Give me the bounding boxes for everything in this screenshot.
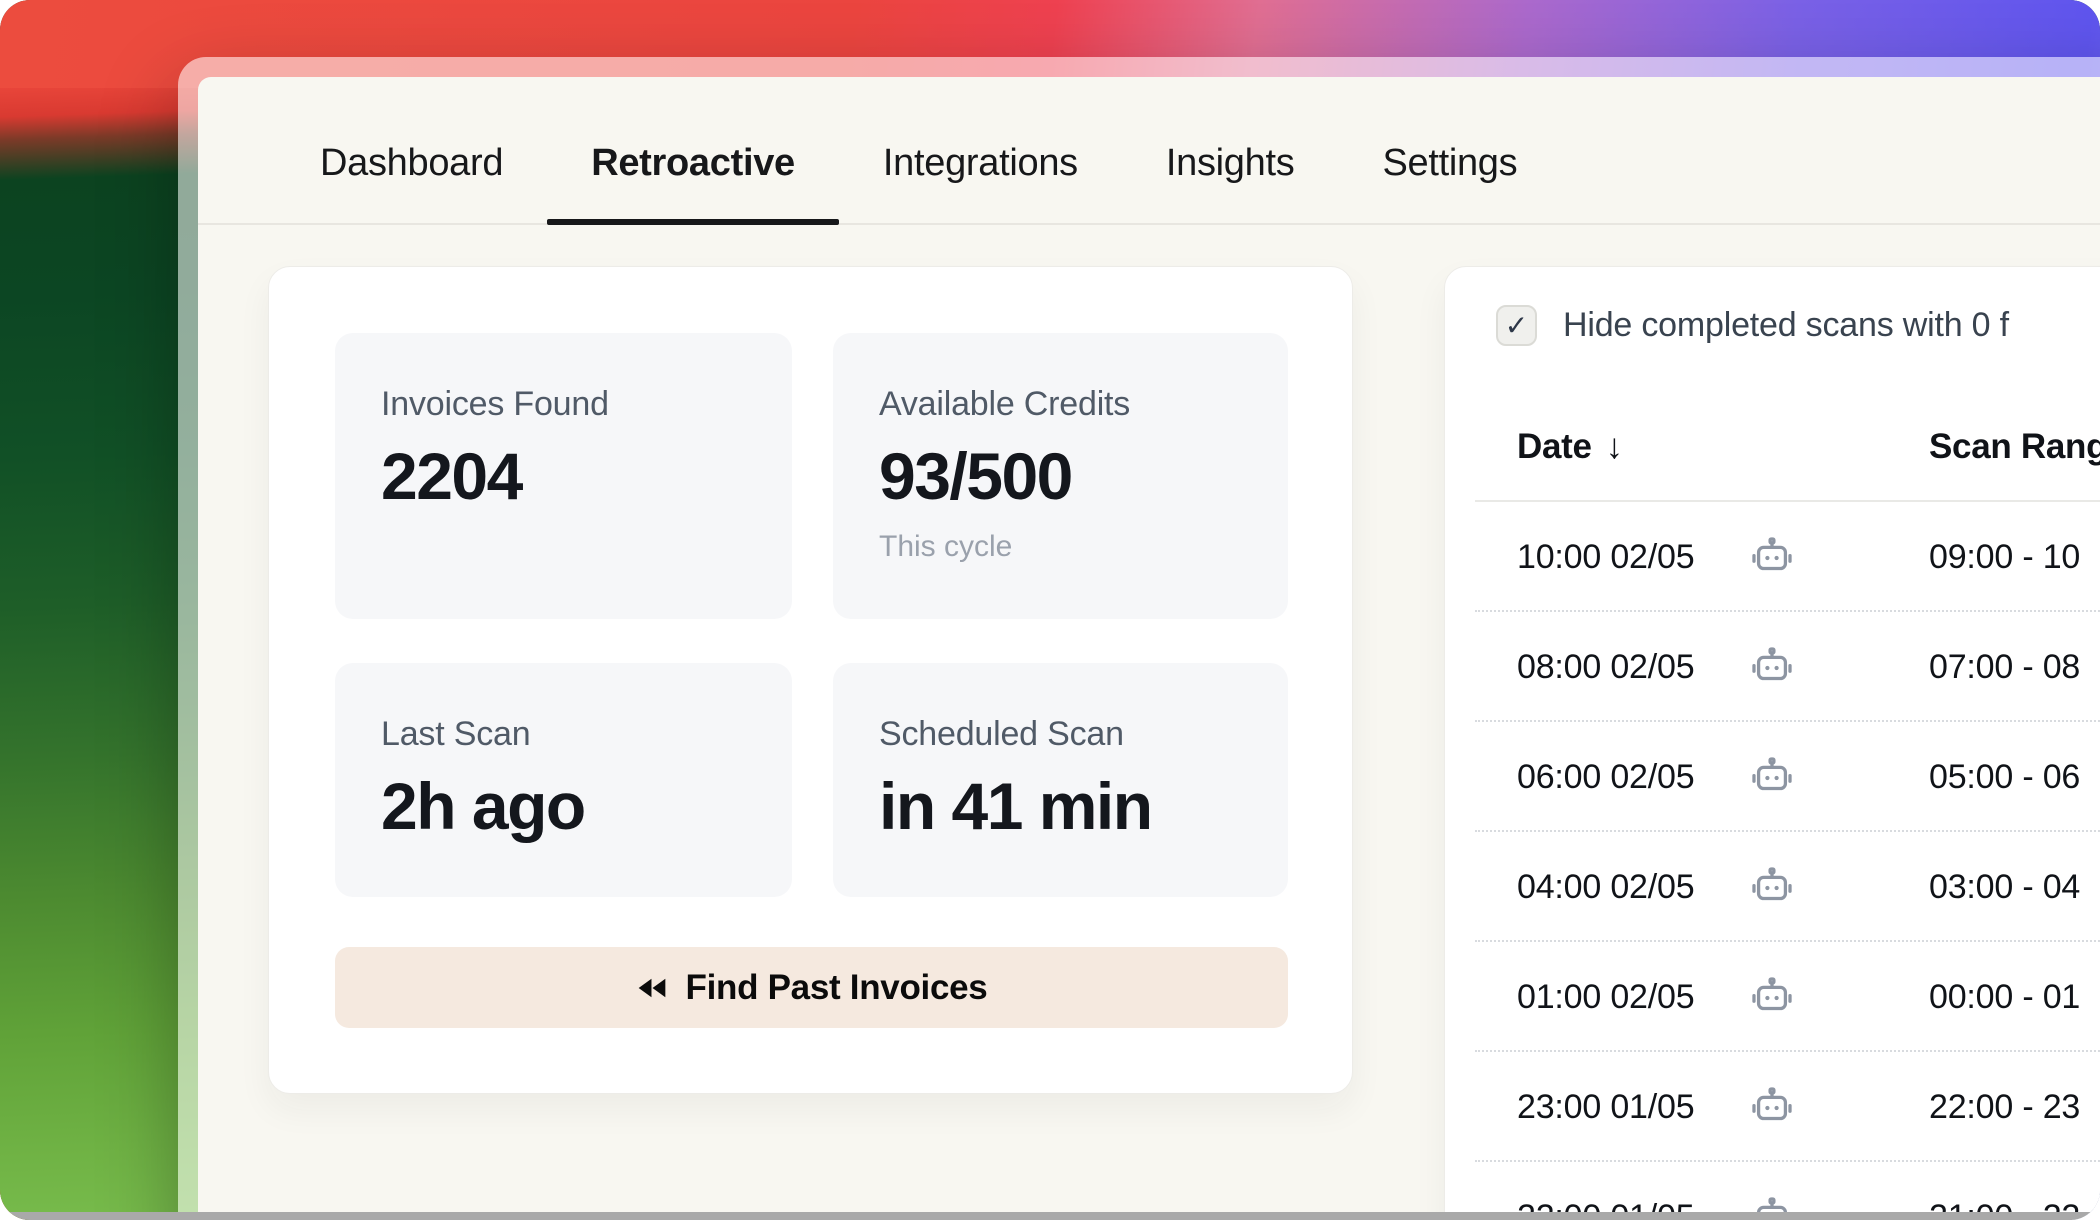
scan-range: 03:00 - 04 (1929, 867, 2081, 906)
app-window-content: Dashboard Retroactive Integrations Insig… (198, 77, 2100, 1220)
find-past-invoices-label: Find Past Invoices (685, 967, 988, 1007)
hide-completed-checkbox[interactable]: ✓ (1496, 305, 1537, 346)
scan-date: 10:00 02/05 (1517, 537, 1695, 576)
bot-icon (1752, 757, 1792, 791)
tab-insights[interactable]: Insights (1122, 103, 1339, 223)
screen-bottom-edge (0, 1212, 2100, 1220)
scan-range: 09:00 - 10 (1929, 537, 2081, 576)
active-tab-underline (547, 219, 839, 225)
stat-value: 2204 (381, 439, 523, 513)
tab-label: Settings (1382, 141, 1518, 184)
scan-date: 08:00 02/05 (1517, 647, 1695, 686)
stat-tile-scheduled-scan: Scheduled Scan in 41 min (833, 663, 1288, 897)
stat-label: Scheduled Scan (879, 715, 1124, 753)
stat-label: Available Credits (879, 385, 1131, 423)
hide-completed-filter: ✓ Hide completed scans with 0 f (1496, 305, 2009, 346)
rewind-icon (638, 978, 665, 997)
stat-value: 2h ago (381, 769, 586, 843)
tab-retroactive[interactable]: Retroactive (547, 103, 839, 225)
scan-date: 06:00 02/05 (1517, 757, 1695, 796)
table-header-divider (1475, 500, 2100, 502)
stat-label: Invoices Found (381, 385, 609, 423)
top-nav-tabbar: Dashboard Retroactive Integrations Insig… (198, 77, 2100, 225)
scan-range: 07:00 - 08 (1929, 647, 2081, 686)
scan-range: 00:00 - 01 (1929, 977, 2081, 1016)
bot-icon (1752, 977, 1792, 1011)
sort-descending-icon: ↓ (1605, 427, 1624, 466)
scan-range: 05:00 - 06 (1929, 757, 2081, 796)
tab-label: Dashboard (320, 141, 504, 184)
stat-tiles-grid: Invoices Found 2204 Available Credits 93… (335, 333, 1288, 897)
tab-settings[interactable]: Settings (1338, 103, 1561, 223)
stat-label: Last Scan (381, 715, 531, 753)
bot-icon (1752, 647, 1792, 681)
stat-tile-invoices-found: Invoices Found 2204 (335, 333, 792, 619)
app-window: Dashboard Retroactive Integrations Insig… (178, 57, 2100, 1220)
bot-icon (1752, 867, 1792, 901)
scan-date: 04:00 02/05 (1517, 867, 1695, 906)
bot-icon (1752, 1087, 1792, 1121)
stat-tile-available-credits: Available Credits 93/500 This cycle (833, 333, 1288, 619)
stats-card: Invoices Found 2204 Available Credits 93… (268, 266, 1353, 1094)
column-header-date[interactable]: Date ↓ (1517, 427, 1623, 467)
bot-icon (1752, 537, 1792, 571)
scan-row[interactable]: 23:00 01/05 22:00 - 23 (1445, 1052, 2100, 1162)
hide-completed-label[interactable]: Hide completed scans with 0 f (1563, 306, 2009, 344)
scan-rows: 10:00 02/05 09:00 - 10 08:00 02/05 07:00… (1445, 502, 2100, 1220)
scan-row[interactable]: 06:00 02/05 05:00 - 06 (1445, 722, 2100, 832)
find-past-invoices-button[interactable]: Find Past Invoices (335, 947, 1288, 1028)
stat-value: 93/500 (879, 439, 1073, 513)
scan-date: 01:00 02/05 (1517, 977, 1695, 1016)
tab-integrations[interactable]: Integrations (839, 103, 1122, 223)
scan-range: 22:00 - 23 (1929, 1087, 2081, 1126)
tab-label: Retroactive (591, 141, 795, 184)
tab-label: Integrations (882, 141, 1078, 184)
stat-value: in 41 min (879, 769, 1153, 843)
scan-row[interactable]: 01:00 02/05 00:00 - 01 (1445, 942, 2100, 1052)
scan-row[interactable]: 10:00 02/05 09:00 - 10 (1445, 502, 2100, 612)
checkmark-icon: ✓ (1504, 309, 1529, 341)
column-header-scan-range: Scan Range (1929, 427, 2100, 466)
tab-label: Insights (1165, 141, 1295, 184)
tab-dashboard[interactable]: Dashboard (276, 103, 547, 223)
scans-card: ✓ Hide completed scans with 0 f Date ↓ S… (1444, 266, 2100, 1220)
stat-tile-last-scan: Last Scan 2h ago (335, 663, 792, 897)
stat-subtext: This cycle (879, 530, 1013, 563)
column-header-date-label: Date (1517, 427, 1592, 466)
scan-date: 23:00 01/05 (1517, 1087, 1695, 1126)
scan-row[interactable]: 08:00 02/05 07:00 - 08 (1445, 612, 2100, 722)
scan-row[interactable]: 04:00 02/05 03:00 - 04 (1445, 832, 2100, 942)
